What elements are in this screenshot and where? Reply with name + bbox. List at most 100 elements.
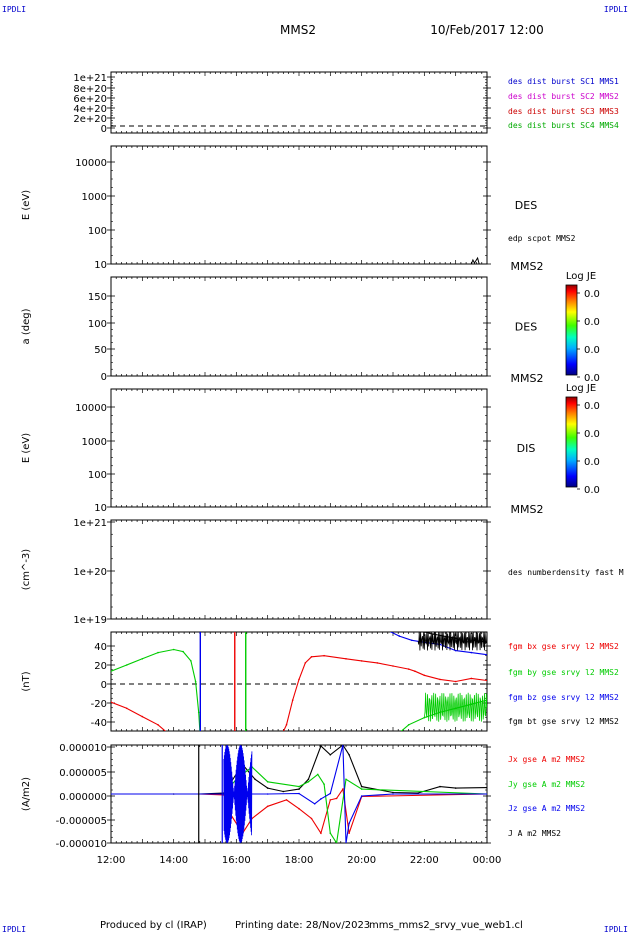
colorbar-tick-label: 0.0 (584, 401, 600, 412)
data-point (360, 788, 363, 790)
y-tick-label: 1e+20 (73, 567, 107, 578)
noise-trace (417, 632, 487, 651)
colorbar-tick-label: 0.0 (584, 429, 600, 440)
footer-printing-date: Printing date: 28/Nov/2023 (235, 920, 370, 931)
data-point (320, 745, 322, 747)
x-axis: 12:00 14:00 16:00 18:00 20:00 22:00 00:00 (97, 855, 502, 866)
y-tick-label: 0 (101, 372, 107, 383)
data-point (348, 754, 350, 756)
legend-entry: des dist burst SC4 MMS4 (508, 121, 619, 130)
data-point (360, 660, 363, 662)
legend-entry: des numberdensity fast M (508, 568, 624, 577)
panel-dis-energy: 10000 1000 100 10 E (eV) DIS MMS2 Log JE 0.0 0.0 0… (21, 383, 600, 516)
panel-frame (110, 519, 488, 620)
x-tick-label: 12:00 (97, 855, 126, 866)
colorbar-tick-label: 0.0 (584, 345, 600, 356)
colorbar (565, 284, 578, 376)
y-tick-label: 4e+20 (73, 104, 107, 115)
data-point (423, 674, 426, 677)
data-point (313, 803, 316, 805)
y-tick-label: 0.000010 (59, 743, 107, 754)
legend-entry: fgm by gse srvy l2 MMS2 (508, 668, 619, 677)
data-point (266, 805, 269, 808)
y-tick-label: 100 (88, 470, 107, 481)
data-point (125, 664, 128, 666)
y-tick-label: -20 (91, 699, 107, 710)
data-point (157, 651, 159, 654)
data-point (282, 790, 285, 793)
series-group (111, 745, 487, 843)
x-tick-label: 16:00 (222, 855, 251, 866)
data-point (307, 778, 310, 781)
y-tick-label: 2e+20 (73, 114, 107, 125)
data-point (335, 797, 338, 800)
y-tick-label: 10 (94, 260, 107, 271)
data-point (411, 624, 413, 626)
data-point (254, 778, 256, 781)
data-point (360, 785, 363, 788)
datetime-title: 10/Feb/2017 12:00 (430, 23, 544, 37)
colorbar-tick-label: 0.0 (584, 373, 600, 384)
colorbar-tick-label: 0.0 (584, 317, 600, 328)
legend-entry: des dist burst SC1 MMS1 (508, 77, 619, 86)
data-point (320, 832, 322, 834)
data-point (298, 785, 300, 788)
colorbar-tick-label: 0.0 (584, 289, 600, 300)
data-point (304, 662, 307, 664)
y-tick-label: 10000 (75, 158, 107, 169)
data-point (310, 817, 313, 820)
data-point (266, 787, 269, 789)
data-point (360, 795, 363, 797)
data-point (279, 737, 281, 739)
y-tick-label: 0 (101, 680, 107, 691)
y-tick-label: -0.000005 (56, 816, 107, 827)
y-tick-label: 100 (88, 226, 107, 237)
panel-frame (110, 71, 488, 134)
data-point (173, 737, 175, 739)
data-point (342, 788, 344, 790)
data-point (335, 842, 338, 843)
panel-fpi-j: 0.000010 0.000005 0.000000 -0.000005 -0.0000… (21, 743, 585, 850)
colorbar-title: Log JE (566, 271, 596, 282)
data-point (317, 773, 319, 776)
legend-entry: fgm bz gse srvy l2 MMS2 (508, 693, 619, 702)
data-point (111, 793, 112, 795)
data-point (291, 699, 294, 701)
instrument-label: DES (515, 199, 537, 212)
x-tick-label: 18:00 (285, 855, 314, 866)
colorbar-title: Log JE (566, 383, 596, 394)
data-point (392, 791, 394, 794)
scpot-trace (470, 256, 480, 265)
instrument-label: DIS (517, 442, 536, 455)
data-point (285, 799, 288, 801)
y-axis-label: E (eV) (21, 433, 32, 463)
data-point (197, 711, 200, 714)
data-point (141, 715, 144, 718)
footer-filename: mms_mms2_srvy_vue_web1.cl (369, 920, 523, 931)
data-point (172, 648, 175, 651)
x-tick-label: 20:00 (347, 855, 376, 866)
spacecraft-label: MMS2 (511, 372, 544, 385)
data-point (329, 799, 332, 801)
data-point (329, 832, 332, 834)
data-point (386, 629, 388, 631)
spacecraft-label: MMS2 (511, 503, 544, 516)
instrument-label: DES (515, 321, 537, 334)
panel-frame (110, 276, 488, 377)
y-tick-label: 0.000005 (59, 768, 107, 779)
data-point (454, 680, 457, 683)
data-point (111, 701, 112, 703)
data-point (454, 787, 457, 789)
footer-produced-by: Produced by cl (IRAP) (100, 920, 207, 931)
data-point (200, 737, 202, 739)
data-point (411, 639, 413, 642)
data-point (329, 792, 332, 795)
data-point (439, 785, 441, 788)
data-point (348, 822, 350, 825)
data-point (392, 793, 394, 795)
y-tick-label: 8e+20 (73, 84, 107, 95)
data-point (232, 737, 234, 739)
data-point (486, 653, 487, 656)
data-point (323, 654, 325, 657)
